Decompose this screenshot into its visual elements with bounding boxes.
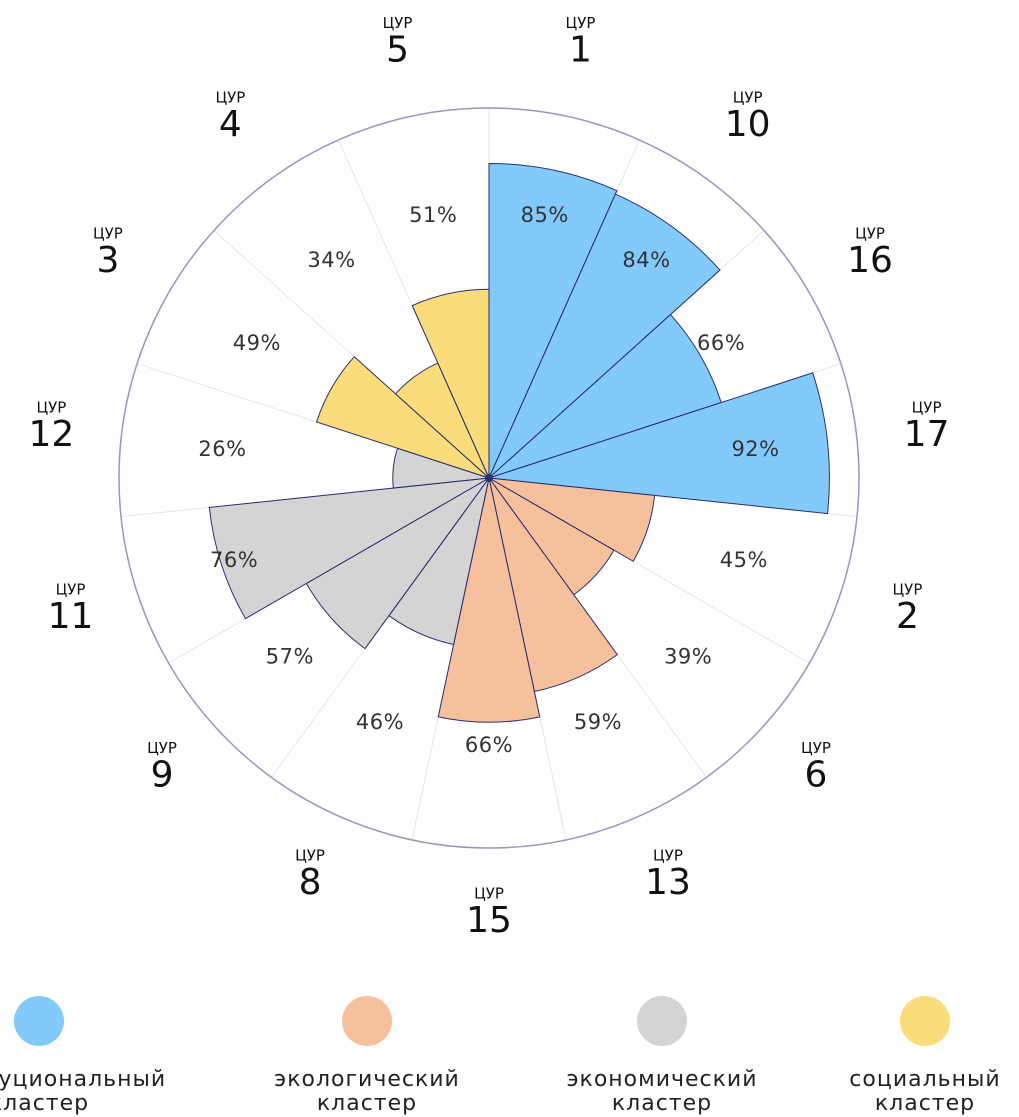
category-label: 17 <box>904 414 950 455</box>
category-label: 1 <box>569 30 592 71</box>
category-prefix: ЦУР <box>653 846 683 864</box>
legend-label: экономический <box>566 1067 757 1092</box>
wedge <box>488 193 721 479</box>
legend-swatch <box>342 996 392 1046</box>
category-prefix: ЦУР <box>93 225 123 243</box>
category-label: 13 <box>645 862 691 903</box>
wedge <box>208 477 490 620</box>
category-label: 3 <box>96 240 119 281</box>
category-label: 6 <box>805 754 828 795</box>
category-label: 9 <box>151 754 174 795</box>
category-label: 11 <box>48 596 94 637</box>
value-label: 85% <box>521 203 569 227</box>
category-prefix: ЦУР <box>912 399 942 417</box>
legend-label: кластер <box>0 1091 89 1116</box>
legend-label: кластер <box>875 1091 975 1116</box>
legend-label: кластер <box>317 1091 417 1116</box>
category-prefix: ЦУР <box>733 89 763 107</box>
sector-line <box>488 477 707 778</box>
category-prefix: ЦУР <box>855 225 885 243</box>
value-label: 76% <box>210 548 258 572</box>
value-label: 39% <box>664 644 712 668</box>
category-prefix: ЦУР <box>893 580 923 598</box>
category-prefix: ЦУР <box>474 885 504 903</box>
value-label: 49% <box>233 331 281 355</box>
category-label: 8 <box>299 862 322 903</box>
category-label: 16 <box>847 240 893 281</box>
category-label: 2 <box>896 596 919 637</box>
value-label: 26% <box>198 437 246 461</box>
legend-swatch <box>637 996 687 1046</box>
wedge <box>488 372 830 515</box>
category-prefix: ЦУР <box>56 580 86 598</box>
value-label: 45% <box>720 548 768 572</box>
wedge <box>488 162 618 479</box>
sector-line <box>411 477 490 841</box>
sector-line <box>271 477 490 778</box>
legend-label: социальный <box>849 1067 1000 1092</box>
value-label: 84% <box>622 248 670 272</box>
sector-line <box>213 230 490 479</box>
category-label: 15 <box>466 900 512 941</box>
value-label: 59% <box>574 710 622 734</box>
sector-line <box>168 477 490 664</box>
value-label: 66% <box>697 331 745 355</box>
category-label: 10 <box>725 104 771 145</box>
sector-line <box>120 477 490 518</box>
category-prefix: ЦУР <box>295 846 325 864</box>
sector-line <box>338 139 490 479</box>
category-prefix: ЦУР <box>147 739 177 757</box>
sector-line <box>488 139 640 479</box>
sector-line <box>488 363 842 479</box>
sector-line <box>488 477 858 518</box>
outer-circle <box>118 107 860 849</box>
legend-label: экологический <box>274 1067 460 1092</box>
sector-line <box>488 477 567 841</box>
sector-line <box>488 477 810 664</box>
category-prefix: ЦУР <box>801 739 831 757</box>
category-label: 4 <box>219 104 242 145</box>
sector-line <box>488 230 765 479</box>
category-prefix: ЦУР <box>566 14 596 32</box>
category-prefix: ЦУР <box>36 399 66 417</box>
value-label: 92% <box>731 437 779 461</box>
sector-line <box>136 363 490 479</box>
center-dot <box>485 474 493 482</box>
legend-swatch <box>900 996 950 1046</box>
category-prefix: ЦУР <box>215 89 245 107</box>
legend-swatch <box>14 996 64 1046</box>
category-prefix: ЦУР <box>383 14 413 32</box>
category-label: 12 <box>29 414 75 455</box>
category-label: 5 <box>386 30 409 71</box>
value-label: 57% <box>266 644 314 668</box>
legend-label: кластер <box>612 1091 712 1116</box>
value-label: 46% <box>356 710 404 734</box>
value-label: 34% <box>307 248 355 272</box>
legend-label: институциональный <box>0 1067 166 1092</box>
value-label: 66% <box>465 733 513 757</box>
value-label: 51% <box>409 203 457 227</box>
